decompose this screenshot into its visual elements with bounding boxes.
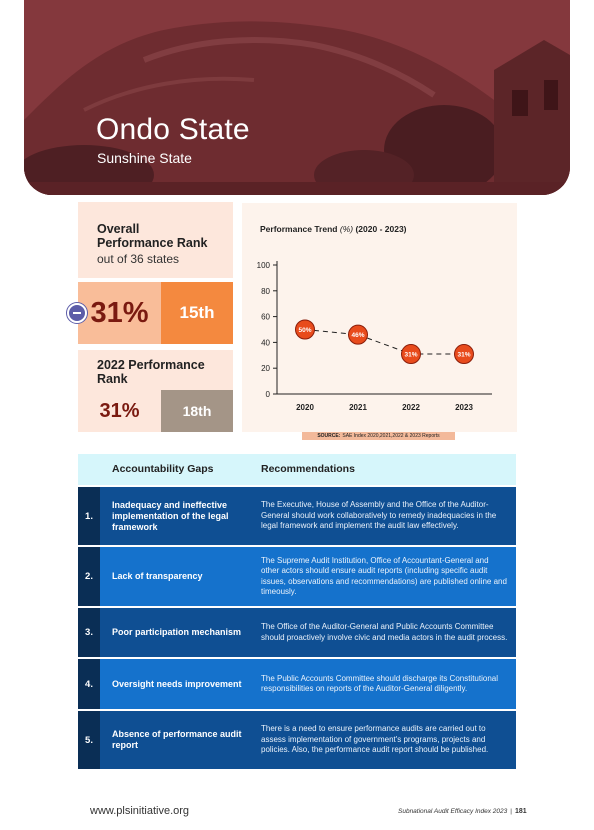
chart-title-unit: (%) <box>339 224 354 234</box>
row-number: 3. <box>78 608 100 657</box>
y-tick-label: 60 <box>261 313 270 322</box>
row-number: 1. <box>78 487 100 545</box>
overall-rank-subheading: out of 36 states <box>97 252 180 266</box>
data-point <box>295 319 315 340</box>
rank-2022-heading: 2022 Performance Rank <box>97 358 205 386</box>
source-text: SAE Index 2020,2021,2022 & 2023 Reports <box>342 433 440 439</box>
page-number: 181 <box>514 808 527 815</box>
y-tick-label: 40 <box>261 338 270 347</box>
y-tick-label: 100 <box>257 261 271 270</box>
table-row: 1. Inadequacy and ineffective implementa… <box>78 485 516 545</box>
row-recommendation: The Executive, House of Assembly and the… <box>261 500 497 531</box>
data-point <box>348 324 368 345</box>
data-label: 31% <box>457 352 470 359</box>
x-tick-label: 2023 <box>455 403 473 412</box>
data-label: 31% <box>404 352 417 359</box>
chart-title-text: Performance Trend <box>260 224 338 234</box>
table-row: 5. Absence of performance audit report T… <box>78 709 516 769</box>
hero-landscape-image <box>24 0 570 195</box>
table-row: 2. Lack of transparency The Supreme Audi… <box>78 545 516 606</box>
performance-trend-chart: Performance Trend (%) (2020 - 2023) 0 20 4… <box>242 203 517 432</box>
rank-2022-score: 31% <box>78 390 161 432</box>
overall-score: 31% <box>78 282 161 344</box>
table-row: 4. Oversight needs improvement The Publi… <box>78 657 516 709</box>
series-line <box>304 329 464 355</box>
chart-source: SOURCE: SAE Index 2020,2021,2022 & 2023 … <box>302 432 455 440</box>
table-row: 3. Poor participation mechanism The Offi… <box>78 606 516 657</box>
row-number: 5. <box>78 711 100 769</box>
column-header-gaps: Accountability Gaps <box>112 463 214 475</box>
data-point <box>454 344 474 365</box>
minus-icon <box>67 303 87 323</box>
table-header: Accountability Gaps Recommendations <box>78 454 516 485</box>
row-gap: Oversight needs improvement <box>112 678 242 689</box>
page-footer: Subnational Audit Efficacy Index 2023 | 18… <box>398 808 527 815</box>
row-number: 4. <box>78 659 100 709</box>
chart-title: Performance Trend (%) (2020 - 2023) <box>260 224 407 234</box>
data-label: 50% <box>298 327 311 334</box>
state-title: Ondo State <box>96 113 250 146</box>
overall-rank-header: Overall Performance Rank out of 36 state… <box>78 202 233 278</box>
row-gap: Absence of performance audit report <box>112 729 242 750</box>
y-tick-label: 0 <box>266 390 271 399</box>
row-gap: Inadequacy and ineffective implementatio… <box>112 499 229 532</box>
rank-2022-rank: 18th <box>161 390 233 432</box>
row-recommendation: There is a need to ensure performance au… <box>261 724 489 755</box>
y-tick-label: 20 <box>261 364 270 373</box>
row-recommendation: The Public Accounts Committee should dis… <box>261 673 499 694</box>
overall-rank: 15th <box>161 282 233 344</box>
x-tick-label: 2020 <box>296 403 314 412</box>
x-tick-label: 2022 <box>402 403 420 412</box>
footer-separator: | <box>510 808 512 815</box>
data-label: 46% <box>351 332 364 339</box>
source-label: SOURCE: <box>317 433 341 439</box>
y-tick-label: 80 <box>261 287 270 296</box>
row-gap: Lack of transparency <box>112 571 203 581</box>
row-number: 2. <box>78 547 100 606</box>
row-gap: Poor participation mechanism <box>112 627 242 637</box>
column-header-recommendations: Recommendations <box>261 463 355 475</box>
hero-banner: Ondo State Sunshine State <box>24 0 570 195</box>
x-tick-label: 2021 <box>349 403 367 412</box>
data-point <box>401 344 421 365</box>
row-recommendation: The Office of the Auditor-General and Pu… <box>261 622 508 642</box>
chart-title-range: (2020 - 2023) <box>355 224 407 234</box>
publication-title: Subnational Audit Efficacy Index 2023 <box>398 808 508 815</box>
chart-plot: 0 20 40 60 80 100 2020 2021 2022 2023 50% 46% 31% 31% <box>257 261 492 412</box>
rank-2022-header: 2022 Performance Rank <box>78 350 233 390</box>
state-nickname: Sunshine State <box>97 150 192 166</box>
accountability-table: Accountability Gaps Recommendations 1. I… <box>78 454 516 769</box>
row-recommendation: The Supreme Audit Institution, Office of… <box>261 555 507 597</box>
website-link[interactable]: www.plsinitiative.org <box>90 805 190 817</box>
overall-rank-heading: Overall Performance Rank <box>97 222 208 250</box>
